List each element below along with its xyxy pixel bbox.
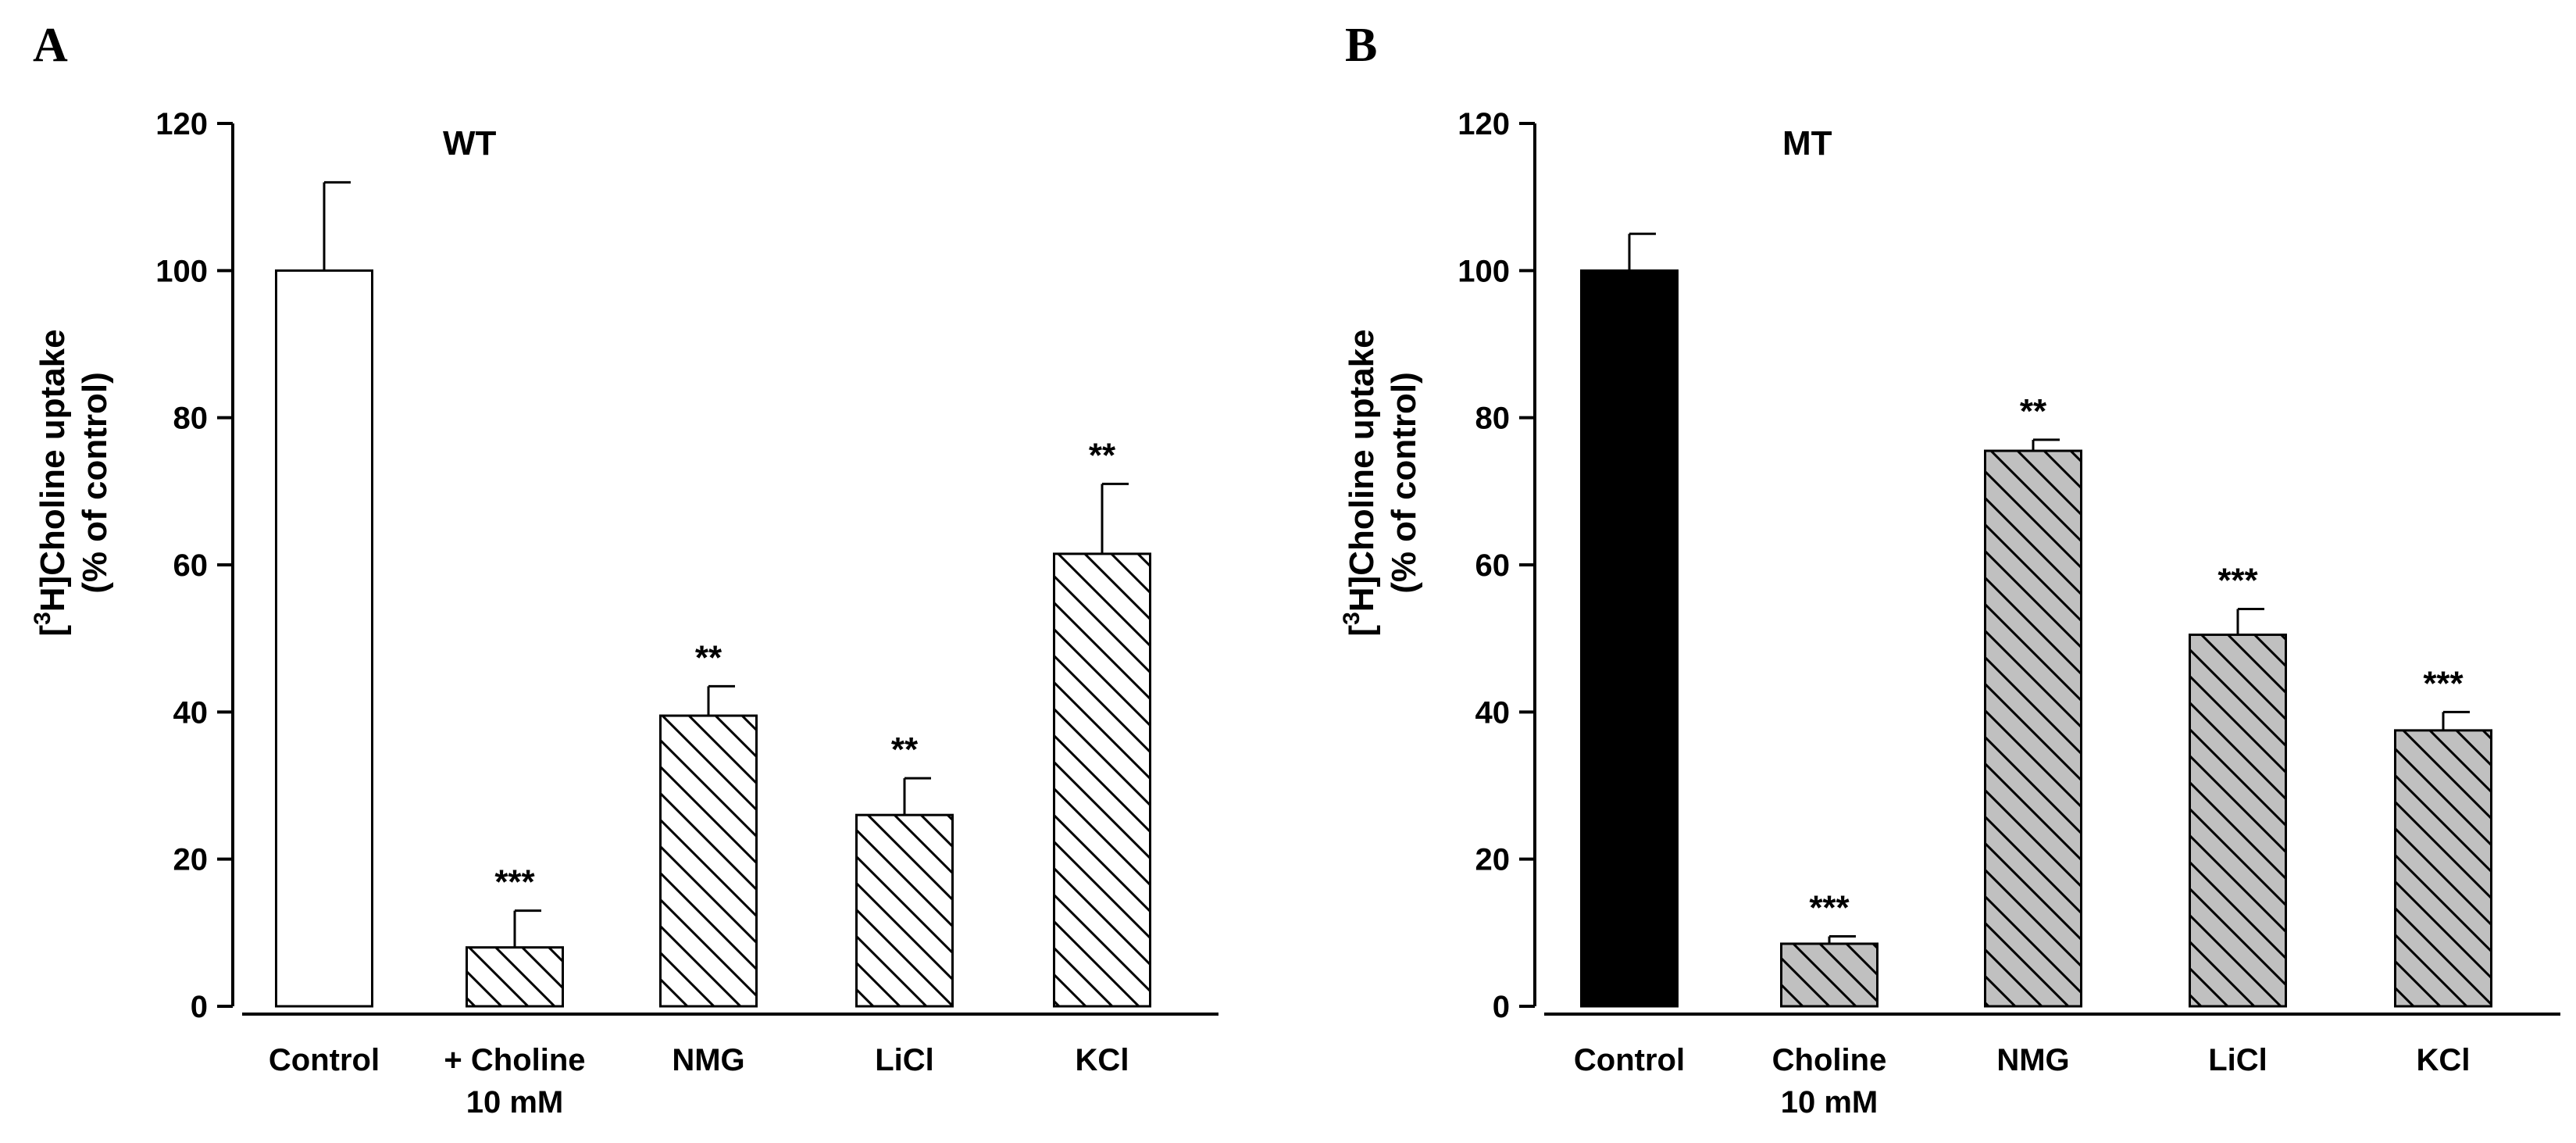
panel-b-significance-label: ***	[2423, 664, 2464, 702]
panel-b-ytick-label: 120	[1457, 107, 1510, 141]
panel-b-category-label-line2: 10 mM	[1781, 1085, 1878, 1120]
panel-b-ytick-label: 20	[1475, 843, 1511, 877]
panel-a-ytick-label: 100	[155, 254, 208, 288]
panel-b-ylabel-line2: (% of control)	[1385, 372, 1423, 594]
panel-b-category-label: KCl	[2417, 1043, 2471, 1077]
panel-a-category-label: + Choline	[444, 1043, 585, 1077]
panel-a-ytick-label: 60	[173, 548, 209, 583]
panel-a-significance-label: **	[891, 730, 919, 769]
panel-a-bar	[466, 946, 564, 1008]
panel-a-category-label: Control	[269, 1043, 380, 1077]
panel-a-significance-label: **	[1089, 436, 1116, 474]
panel-a-category-label-line2: 10 mM	[466, 1085, 564, 1120]
panel-a-significance-label: **	[695, 638, 722, 677]
panel-a-ytick-label: 40	[173, 695, 209, 730]
panel-b-bar	[2394, 729, 2492, 1008]
panel-b-ytick-label: 40	[1475, 695, 1511, 730]
panel-b-bar	[2189, 633, 2287, 1008]
panel-b-significance-label: ***	[2217, 562, 2258, 600]
panel-b-ytick-label: 0	[1493, 990, 1510, 1024]
panel-b-bar	[1984, 449, 2082, 1008]
panel-a-significance-label: ***	[494, 863, 535, 902]
panel-a-bar	[275, 269, 373, 1008]
panel-a-title: WT	[443, 124, 497, 163]
panel-a-ytick-label: 80	[173, 402, 209, 436]
panel-b-category-label: LiCl	[2208, 1043, 2267, 1077]
panel-b-category-label: Control	[1574, 1043, 1685, 1077]
panel-b-ytick-label: 80	[1475, 402, 1511, 436]
panel-b: B MT [3H]Choline uptake (% of control) 0…	[1339, 19, 2560, 1120]
panel-b-letter: B	[1345, 19, 1377, 72]
panel-b-category-label: NMG	[1996, 1043, 2069, 1077]
panel-b-ytick-label: 100	[1457, 254, 1510, 288]
panel-b-title: MT	[1782, 124, 1832, 163]
panel-a-bar	[1053, 552, 1151, 1008]
panel-b-significance-label: **	[2020, 392, 2047, 430]
panel-b-plot: 0 20 40 60 80 100 120 Control *** Choline 10 mM ** N…	[1457, 107, 2560, 1120]
panel-a-category-label: KCl	[1076, 1043, 1129, 1077]
panel-a-category-label: NMG	[672, 1043, 744, 1077]
panel-b-bar	[1580, 269, 1679, 1008]
panel-a-ylabel-line2: (% of control)	[76, 372, 114, 594]
panel-b-significance-label: ***	[1809, 889, 1850, 927]
panel-a-ylabel-line1: [3H]Choline uptake	[30, 329, 72, 636]
panel-a-letter: A	[33, 19, 68, 72]
panel-a-category-label: LiCl	[875, 1043, 934, 1077]
panel-a-ytick-label: 120	[155, 107, 208, 141]
panel-b-category-label: Choline	[1772, 1043, 1887, 1077]
panel-b-ytick-label: 60	[1475, 548, 1511, 583]
panel-a-ytick-label: 0	[191, 990, 208, 1024]
panel-b-bar	[1780, 942, 1878, 1008]
panel-a-bar	[855, 813, 954, 1008]
panel-a-plot: 0 20 40 60 80 100 120 Control *** + Choline 10 mM *…	[155, 107, 1218, 1120]
panel-b-ylabel-line1: [3H]Choline uptake	[1339, 329, 1381, 636]
panel-a-ytick-label: 20	[173, 843, 209, 877]
panel-a-bar	[659, 714, 758, 1008]
panel-a: A WT [3H]Choline uptake (% of control) 0…	[30, 19, 1218, 1120]
